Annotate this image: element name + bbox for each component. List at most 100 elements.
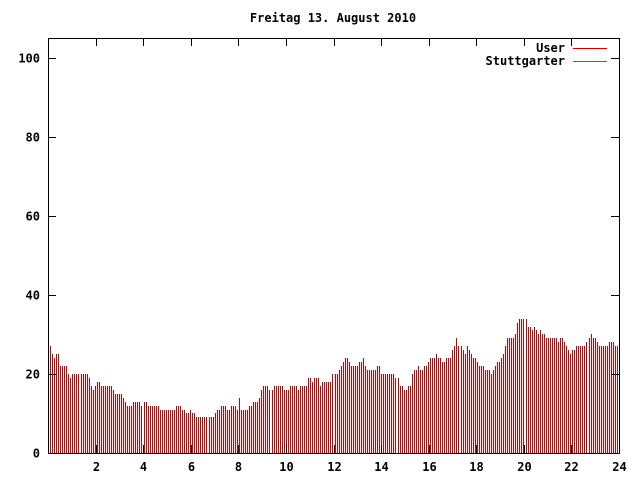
bar-user xyxy=(93,390,94,453)
bar-user xyxy=(54,358,55,453)
bar-user xyxy=(363,358,364,453)
bar-user xyxy=(448,358,449,453)
bar-user xyxy=(438,358,439,453)
bar-user xyxy=(64,366,65,453)
bar-user xyxy=(50,346,51,453)
bar-user xyxy=(274,386,275,453)
bar-user xyxy=(554,338,555,453)
bar-user xyxy=(353,366,354,453)
bar-user xyxy=(164,410,165,453)
bar-user xyxy=(501,358,502,453)
bar-user xyxy=(180,406,181,453)
bar-user xyxy=(505,346,506,453)
bar-user xyxy=(560,338,561,453)
bar-user xyxy=(56,354,57,453)
bar-user xyxy=(442,362,443,453)
bar-user xyxy=(278,386,279,453)
bar-user xyxy=(428,362,429,453)
x-tick-label: 6 xyxy=(188,460,195,474)
bar-user xyxy=(359,362,360,453)
bar-user xyxy=(300,386,301,453)
bar-user xyxy=(131,406,132,453)
bar-user xyxy=(304,386,305,453)
x-tick-label: 2 xyxy=(93,460,100,474)
bar-user xyxy=(420,370,421,453)
bar-user xyxy=(105,386,106,453)
bar-user xyxy=(261,390,262,453)
bar-user xyxy=(434,358,435,453)
bar-user xyxy=(558,342,559,453)
bar-user xyxy=(414,370,415,453)
bar-user xyxy=(550,338,551,453)
bar-user xyxy=(542,334,543,453)
bar-user xyxy=(463,350,464,453)
bar-user xyxy=(97,382,98,453)
bar-user xyxy=(66,366,67,453)
bar-user xyxy=(174,410,175,453)
bar-user xyxy=(495,366,496,453)
bar-user xyxy=(269,390,270,453)
legend-item-stuttgarter: Stuttgarter xyxy=(486,54,607,68)
bar-user xyxy=(343,362,344,453)
bar-user xyxy=(133,402,134,453)
bar-user xyxy=(383,374,384,453)
bar-user xyxy=(582,346,583,453)
bar-user xyxy=(276,386,277,453)
bar-user xyxy=(617,346,618,453)
bar-user xyxy=(422,370,423,453)
bar-user xyxy=(190,410,191,453)
bar-user xyxy=(475,358,476,453)
bar-user xyxy=(341,366,342,453)
bar-user xyxy=(426,366,427,453)
bar-user xyxy=(347,358,348,453)
bar-user xyxy=(288,390,289,453)
bar-user xyxy=(58,354,59,453)
bar-user xyxy=(302,386,303,453)
bar-user xyxy=(345,358,346,453)
bar-user xyxy=(62,366,63,453)
y-axis: 0 20 40 60 80 100 xyxy=(18,52,619,461)
bar-user xyxy=(552,338,553,453)
bar-user xyxy=(395,378,396,453)
bar-user xyxy=(89,378,90,453)
bar-user xyxy=(330,382,331,453)
bar-user xyxy=(328,382,329,453)
bar-user xyxy=(381,374,382,453)
bar-user xyxy=(595,338,596,453)
bar-user xyxy=(111,386,112,453)
bar-user xyxy=(410,386,411,453)
bar-user xyxy=(241,410,242,453)
bar-user xyxy=(135,402,136,453)
bar-user xyxy=(402,386,403,453)
bar-user xyxy=(137,402,138,453)
bar-user xyxy=(109,386,110,453)
bar-user xyxy=(580,346,581,453)
bar-user xyxy=(538,334,539,453)
bars-group xyxy=(48,319,618,453)
bar-user xyxy=(440,358,441,453)
bar-user xyxy=(416,370,417,453)
bar-user xyxy=(103,386,104,453)
bar-user xyxy=(487,370,488,453)
bar-user xyxy=(172,410,173,453)
bar-user xyxy=(217,410,218,453)
bar-user xyxy=(503,354,504,453)
bar-user xyxy=(446,358,447,453)
bar-user xyxy=(605,346,606,453)
x-tick-label: 14 xyxy=(374,460,388,474)
bar-user xyxy=(320,386,321,453)
bar-user xyxy=(355,366,356,453)
bar-user xyxy=(568,350,569,453)
bar-user xyxy=(284,390,285,453)
bar-user xyxy=(461,346,462,453)
bar-user xyxy=(139,402,140,453)
bar-user xyxy=(337,374,338,453)
bar-user xyxy=(184,410,185,453)
bar-user xyxy=(314,378,315,453)
bar-user xyxy=(607,346,608,453)
bar-user xyxy=(125,402,126,453)
bar-user xyxy=(326,382,327,453)
bar-user xyxy=(113,390,114,453)
bar-user xyxy=(83,374,84,453)
bar-user xyxy=(578,346,579,453)
